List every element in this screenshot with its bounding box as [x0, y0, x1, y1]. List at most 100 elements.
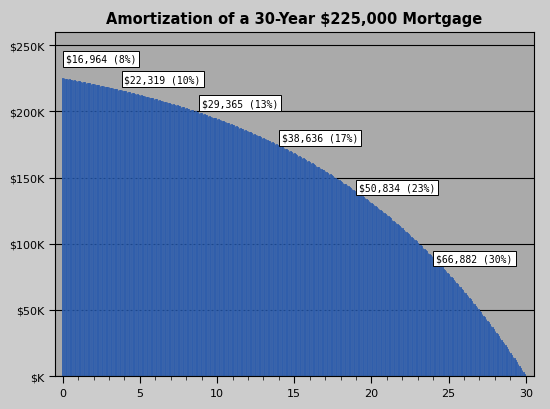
Bar	[237, 128, 238, 376]
Bar	[253, 134, 254, 376]
Bar	[330, 175, 331, 376]
Bar	[371, 204, 372, 376]
Bar	[390, 219, 391, 376]
Bar	[177, 106, 178, 376]
Bar	[430, 256, 431, 376]
Bar	[101, 87, 102, 376]
Bar	[98, 86, 99, 376]
Bar	[514, 359, 515, 376]
Bar	[301, 158, 303, 376]
Bar	[229, 125, 230, 376]
Bar	[381, 211, 382, 376]
Bar	[153, 99, 155, 376]
Bar	[268, 141, 269, 376]
Bar	[452, 279, 453, 376]
Bar	[199, 113, 200, 376]
Bar	[273, 144, 274, 376]
Bar	[394, 222, 395, 376]
Bar	[250, 133, 251, 376]
Bar	[326, 173, 327, 376]
Bar	[385, 215, 386, 376]
Bar	[277, 146, 278, 376]
Bar	[173, 105, 174, 376]
Bar	[251, 134, 252, 376]
Bar	[324, 172, 326, 376]
Bar	[444, 270, 445, 376]
Bar	[298, 156, 299, 376]
Bar	[267, 141, 268, 376]
Bar	[222, 121, 223, 376]
Bar	[85, 83, 86, 376]
Bar	[182, 108, 183, 376]
Bar	[88, 84, 89, 376]
Bar	[209, 117, 210, 376]
Bar	[331, 176, 332, 376]
Bar	[226, 123, 227, 376]
Text: $29,365 (13%): $29,365 (13%)	[202, 99, 278, 109]
Bar	[232, 126, 233, 376]
Bar	[323, 171, 324, 376]
Bar	[204, 115, 205, 376]
Bar	[305, 160, 306, 376]
Bar	[424, 249, 425, 376]
Bar	[150, 99, 151, 376]
Bar	[249, 133, 250, 376]
Bar	[170, 104, 171, 376]
Bar	[446, 272, 447, 376]
Bar	[157, 101, 158, 376]
Bar	[349, 188, 350, 376]
Bar	[129, 93, 130, 376]
Bar	[179, 107, 180, 376]
Bar	[472, 303, 474, 376]
Bar	[353, 190, 354, 376]
Bar	[147, 98, 148, 376]
Bar	[133, 94, 134, 376]
Bar	[62, 79, 63, 376]
Bar	[400, 228, 402, 376]
Bar	[254, 135, 255, 376]
Bar	[74, 81, 75, 376]
Bar	[76, 82, 77, 376]
Bar	[205, 115, 206, 376]
Bar	[403, 230, 404, 376]
Bar	[498, 336, 499, 376]
Bar	[191, 111, 192, 376]
Bar	[368, 202, 369, 376]
Bar	[161, 101, 162, 376]
Bar	[192, 111, 193, 376]
Bar	[327, 173, 328, 376]
Bar	[429, 254, 430, 376]
Bar	[425, 250, 426, 376]
Bar	[350, 189, 351, 376]
Bar	[126, 92, 128, 376]
Bar	[519, 366, 520, 376]
Bar	[218, 120, 219, 376]
Bar	[399, 227, 400, 376]
Bar	[66, 80, 67, 376]
Bar	[259, 137, 260, 376]
Bar	[79, 82, 80, 376]
Bar	[102, 87, 103, 376]
Bar	[300, 157, 301, 376]
Bar	[156, 100, 157, 376]
Bar	[75, 81, 76, 376]
Bar	[453, 280, 454, 376]
Bar	[308, 162, 309, 376]
Text: $16,964 (8%): $16,964 (8%)	[66, 55, 136, 65]
Bar	[494, 331, 495, 376]
Bar	[379, 209, 380, 376]
Bar	[442, 267, 443, 376]
Bar	[159, 101, 160, 376]
Bar	[274, 144, 276, 376]
Bar	[304, 160, 305, 376]
Bar	[493, 329, 494, 376]
Bar	[263, 139, 264, 376]
Bar	[303, 159, 304, 376]
Bar	[246, 131, 247, 376]
Bar	[107, 88, 108, 376]
Bar	[474, 304, 475, 376]
Text: $22,319 (10%): $22,319 (10%)	[124, 75, 201, 85]
Bar	[451, 277, 452, 376]
Bar	[103, 87, 104, 376]
Text: $66,882 (30%): $66,882 (30%)	[436, 254, 513, 264]
